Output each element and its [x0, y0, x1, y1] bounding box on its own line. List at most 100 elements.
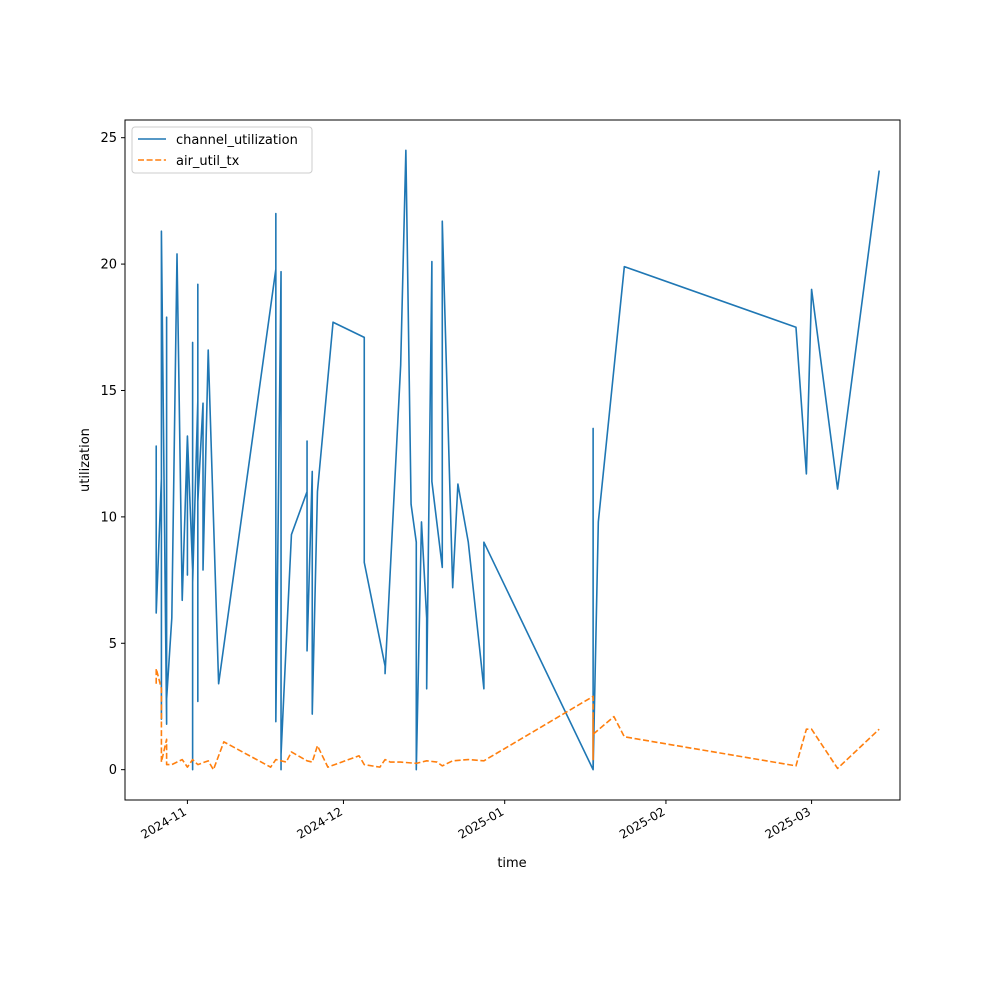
data-point-air-util-tx: [805, 728, 807, 730]
data-point-channel-utilization: [160, 478, 162, 480]
data-point-air-util-tx: [623, 736, 625, 738]
data-point-channel-utilization: [207, 349, 209, 351]
data-point-channel-utilization: [384, 672, 386, 674]
data-point-channel-utilization: [592, 452, 594, 454]
data-point-channel-utilization: [165, 316, 167, 318]
data-point-air-util-tx: [358, 755, 360, 757]
data-point-air-util-tx: [181, 758, 183, 760]
data-point-channel-utilization: [275, 720, 277, 722]
data-point-channel-utilization: [425, 617, 427, 619]
data-point-air-util-tx: [592, 695, 594, 697]
data-point-channel-utilization: [285, 642, 287, 644]
data-point-channel-utilization: [280, 270, 282, 272]
data-point-channel-utilization: [592, 427, 594, 429]
data-point-channel-utilization: [275, 268, 277, 270]
data-point-channel-utilization: [425, 688, 427, 690]
y-tick-label: 20: [100, 258, 117, 273]
data-point-air-util-tx: [290, 751, 292, 753]
data-point-air-util-tx: [197, 763, 199, 765]
data-point-air-util-tx: [207, 760, 209, 762]
data-point-air-util-tx: [415, 762, 417, 764]
data-point-channel-utilization: [405, 149, 407, 151]
data-point-channel-utilization: [160, 617, 162, 619]
data-point-air-util-tx: [592, 718, 594, 720]
data-point-channel-utilization: [160, 230, 162, 232]
data-point-channel-utilization: [306, 650, 308, 652]
data-point-channel-utilization: [191, 569, 193, 571]
data-point-channel-utilization: [363, 561, 365, 563]
plot-frame: [124, 119, 901, 801]
data-point-channel-utilization: [165, 698, 167, 700]
data-point-channel-utilization: [805, 473, 807, 475]
data-point-air-util-tx: [306, 760, 308, 762]
y-tick-label: 10: [100, 510, 117, 525]
data-point-air-util-tx: [186, 766, 188, 768]
data-point-air-util-tx: [467, 758, 469, 760]
data-point-channel-utilization: [197, 399, 199, 401]
data-point-channel-utilization: [191, 768, 193, 770]
data-point-air-util-tx: [836, 767, 838, 769]
data-point-channel-utilization: [457, 483, 459, 485]
data-point-air-util-tx: [327, 766, 329, 768]
legend-box: [131, 126, 313, 174]
data-point-air-util-tx: [384, 758, 386, 760]
data-point-air-util-tx: [160, 761, 162, 763]
y-tick-label: 25: [100, 131, 117, 146]
data-point-channel-utilization: [420, 521, 422, 523]
data-point-air-util-tx: [592, 758, 594, 760]
data-point-channel-utilization: [280, 753, 282, 755]
data-point-channel-utilization: [176, 253, 178, 255]
data-point-channel-utilization: [202, 402, 204, 404]
data-point-air-util-tx: [160, 688, 162, 690]
series-line-channel-utilization: [155, 149, 880, 771]
data-point-air-util-tx: [399, 761, 401, 763]
data-point-channel-utilization: [155, 556, 157, 558]
data-point-channel-utilization: [191, 361, 193, 363]
data-point-channel-utilization: [795, 326, 797, 328]
data-point-channel-utilization: [384, 665, 386, 667]
data-point-air-util-tx: [451, 760, 453, 762]
plot-area: [125, 120, 900, 800]
data-point-air-util-tx: [212, 768, 214, 770]
data-point-air-util-tx: [171, 763, 173, 765]
data-point-channel-utilization: [431, 260, 433, 262]
x-axis-label: time: [497, 856, 526, 871]
data-point-air-util-tx: [316, 744, 318, 746]
y-tick-label: 5: [109, 637, 117, 652]
data-point-channel-utilization: [191, 341, 193, 343]
data-point-channel-utilization: [363, 336, 365, 338]
data-point-channel-utilization: [441, 566, 443, 568]
data-point-air-util-tx: [425, 760, 427, 762]
data-point-channel-utilization: [415, 541, 417, 543]
data-point-channel-utilization: [597, 521, 599, 523]
data-point-channel-utilization: [165, 723, 167, 725]
data-point-air-util-tx: [155, 667, 157, 669]
data-point-air-util-tx: [878, 728, 880, 730]
data-point-channel-utilization: [431, 480, 433, 482]
data-point-air-util-tx: [155, 683, 157, 685]
data-point-air-util-tx: [613, 715, 615, 717]
data-point-channel-utilization: [467, 541, 469, 543]
data-point-air-util-tx: [269, 766, 271, 768]
data-point-channel-utilization: [197, 700, 199, 702]
data-point-channel-utilization: [311, 713, 313, 715]
data-point-channel-utilization: [306, 490, 308, 492]
data-point-air-util-tx: [191, 758, 193, 760]
data-point-air-util-tx: [165, 763, 167, 765]
data-point-channel-utilization: [181, 599, 183, 601]
data-point-channel-utilization: [290, 533, 292, 535]
data-point-channel-utilization: [217, 683, 219, 685]
data-point-channel-utilization: [810, 288, 812, 290]
data-point-air-util-tx: [275, 758, 277, 760]
data-point-air-util-tx: [363, 763, 365, 765]
data-point-channel-utilization: [623, 265, 625, 267]
y-tick-label: 0: [109, 763, 117, 778]
data-point-channel-utilization: [316, 490, 318, 492]
data-point-channel-utilization: [171, 617, 173, 619]
data-point-channel-utilization: [186, 574, 188, 576]
y-axis-label: utilization: [78, 428, 93, 492]
data-point-channel-utilization: [483, 541, 485, 543]
data-point-channel-utilization: [155, 612, 157, 614]
data-point-channel-utilization: [191, 465, 193, 467]
